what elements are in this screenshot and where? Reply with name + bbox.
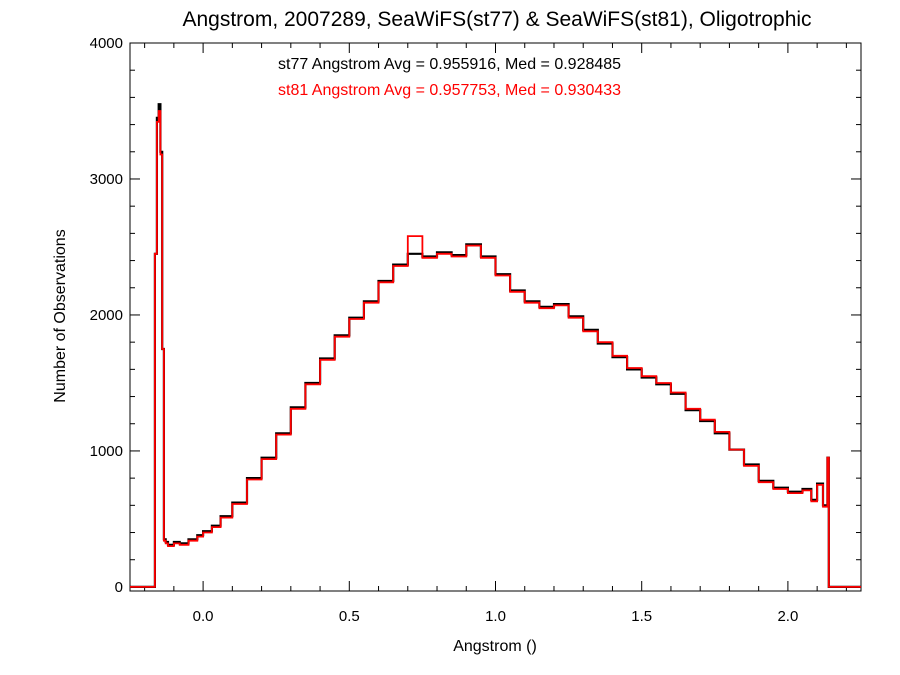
y-tick-label: 0 bbox=[115, 579, 123, 596]
y-axis-label: Number of Observations bbox=[52, 229, 69, 402]
x-tick-label: 2.0 bbox=[777, 608, 798, 625]
chart-title: Angstrom, 2007289, SeaWiFS(st77) & SeaWi… bbox=[182, 8, 811, 31]
series-lines bbox=[130, 103, 861, 588]
x-tick-label: 1.5 bbox=[631, 608, 652, 625]
series-line-1 bbox=[130, 103, 861, 588]
x-tick-label: 0.0 bbox=[193, 608, 214, 625]
x-tick-labels: 0.0 0.5 1.0 1.5 2.0 bbox=[193, 608, 799, 625]
x-tick-label: 0.5 bbox=[339, 608, 360, 625]
series-line-2 bbox=[130, 110, 861, 588]
y-tick-labels: 0 1000 2000 3000 4000 bbox=[90, 35, 123, 596]
annotation-st77: st77 Angstrom Avg = 0.955916, Med = 0.92… bbox=[278, 56, 621, 73]
x-axis-label: Angstrom () bbox=[453, 638, 537, 655]
x-tick-label: 1.0 bbox=[485, 608, 506, 625]
axis-ticks bbox=[130, 42, 861, 591]
y-tick-label: 4000 bbox=[90, 35, 123, 52]
plot-frame bbox=[129, 42, 862, 592]
y-tick-label: 1000 bbox=[90, 443, 123, 460]
y-tick-label: 2000 bbox=[90, 307, 123, 324]
y-tick-label: 3000 bbox=[90, 171, 123, 188]
annotation-st81: st81 Angstrom Avg = 0.957753, Med = 0.93… bbox=[278, 82, 621, 99]
